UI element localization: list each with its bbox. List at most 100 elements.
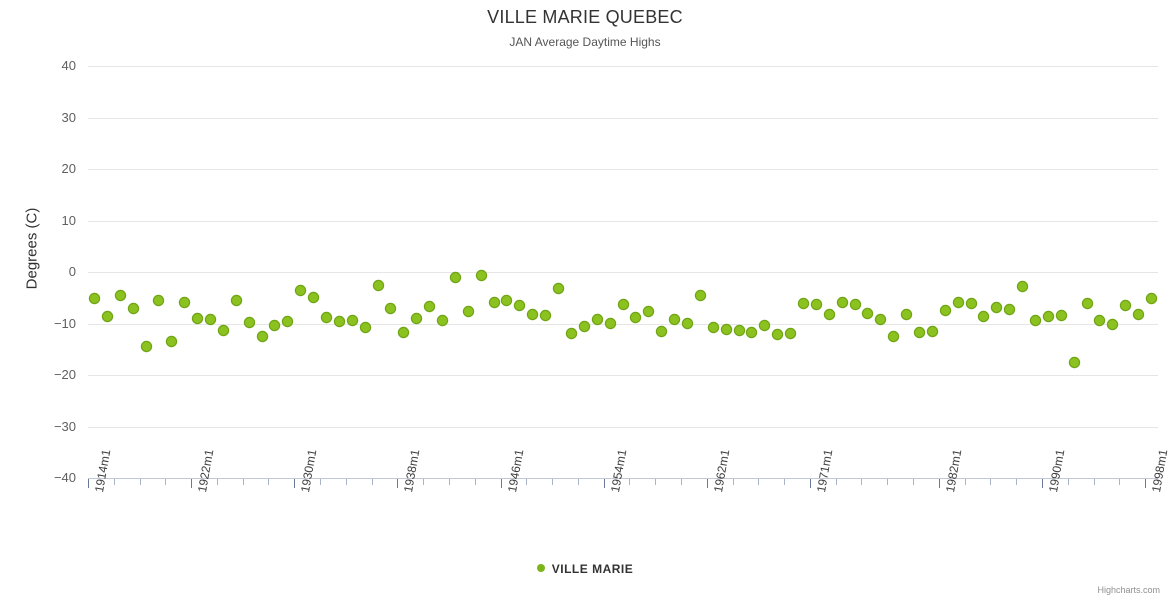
data-point[interactable] <box>425 302 435 311</box>
data-point[interactable] <box>231 295 241 305</box>
data-point[interactable] <box>193 313 203 323</box>
x-axis-minor-tick <box>113 479 115 485</box>
data-point[interactable] <box>386 303 396 313</box>
data-point[interactable] <box>115 291 125 301</box>
data-point[interactable] <box>670 314 680 324</box>
data-point[interactable] <box>592 315 602 325</box>
data-point[interactable] <box>747 327 757 337</box>
data-point[interactable] <box>257 332 267 342</box>
data-point[interactable] <box>296 286 306 296</box>
data-point[interactable] <box>927 327 937 337</box>
data-point[interactable] <box>373 280 383 290</box>
data-point[interactable] <box>450 273 460 283</box>
data-point[interactable] <box>1121 301 1131 311</box>
data-point[interactable] <box>309 293 319 303</box>
data-point[interactable] <box>760 321 770 331</box>
data-point[interactable] <box>1134 309 1144 319</box>
data-point[interactable] <box>824 310 834 320</box>
data-point[interactable] <box>966 299 976 309</box>
data-point[interactable] <box>283 317 293 327</box>
data-point[interactable] <box>631 313 641 323</box>
data-point[interactable] <box>438 315 448 325</box>
gridline <box>88 66 1158 67</box>
data-point[interactable] <box>644 307 654 317</box>
data-point[interactable] <box>1056 311 1066 321</box>
data-point[interactable] <box>128 303 138 313</box>
data-point[interactable] <box>773 329 783 339</box>
data-point[interactable] <box>334 317 344 327</box>
data-point[interactable] <box>682 319 692 328</box>
data-point[interactable] <box>992 303 1002 313</box>
data-point[interactable] <box>89 294 99 304</box>
data-point[interactable] <box>1147 294 1157 304</box>
legend-item-label: VILLE MARIE <box>551 562 634 576</box>
data-point[interactable] <box>850 299 860 309</box>
data-point[interactable] <box>1018 281 1028 291</box>
data-point[interactable] <box>902 310 912 320</box>
data-point[interactable] <box>167 337 177 347</box>
data-point[interactable] <box>554 284 564 294</box>
data-point[interactable] <box>205 314 215 324</box>
data-point[interactable] <box>1095 316 1105 326</box>
gridline <box>88 426 1158 428</box>
data-point[interactable] <box>1082 298 1092 308</box>
data-point[interactable] <box>360 323 370 333</box>
data-point[interactable] <box>1031 316 1041 326</box>
data-point[interactable] <box>915 327 924 337</box>
data-point[interactable] <box>863 308 873 318</box>
data-point[interactable] <box>270 320 280 330</box>
data-point[interactable] <box>708 323 718 333</box>
y-axis-tick-label: 0 <box>68 264 76 279</box>
data-point[interactable] <box>566 328 576 338</box>
data-point[interactable] <box>321 313 331 323</box>
data-point[interactable] <box>141 341 151 351</box>
x-axis-major-tick <box>88 479 89 488</box>
data-point[interactable] <box>579 322 589 332</box>
data-point[interactable] <box>1108 320 1118 330</box>
x-axis-minor-tick <box>268 479 270 485</box>
data-point[interactable] <box>102 311 112 321</box>
data-point[interactable] <box>798 298 808 308</box>
data-point[interactable] <box>541 310 551 320</box>
x-axis-minor-tick <box>887 479 889 485</box>
y-axis-tick-label: 30 <box>61 109 76 125</box>
data-point[interactable] <box>940 306 950 316</box>
data-point[interactable] <box>953 297 963 307</box>
data-point[interactable] <box>244 318 254 328</box>
data-point[interactable] <box>811 300 821 310</box>
data-point[interactable] <box>1069 357 1079 367</box>
data-point[interactable] <box>528 309 538 319</box>
data-point[interactable] <box>489 298 499 308</box>
data-point[interactable] <box>399 327 409 337</box>
data-point[interactable] <box>721 325 731 335</box>
x-axis-minor-tick <box>913 479 915 485</box>
data-point[interactable] <box>618 300 628 310</box>
data-point[interactable] <box>605 319 615 328</box>
data-point[interactable] <box>695 291 705 301</box>
data-point[interactable] <box>786 328 796 338</box>
data-point[interactable] <box>1043 311 1053 321</box>
data-point[interactable] <box>657 326 667 336</box>
data-point[interactable] <box>837 298 847 308</box>
data-point[interactable] <box>463 306 473 316</box>
data-point[interactable] <box>876 315 886 325</box>
x-axis-minor-tick <box>320 479 322 485</box>
legend-marker-icon <box>536 564 545 572</box>
x-axis-major-tick <box>938 479 940 488</box>
data-point[interactable] <box>218 326 228 336</box>
data-point[interactable] <box>412 313 422 323</box>
data-point[interactable] <box>347 316 357 326</box>
x-axis-minor-tick <box>861 479 863 485</box>
data-point[interactable] <box>1005 304 1015 314</box>
data-point[interactable] <box>154 296 164 306</box>
y-axis-tick-label: −30 <box>53 418 76 434</box>
data-point[interactable] <box>476 271 486 281</box>
data-point[interactable] <box>515 301 525 311</box>
data-point[interactable] <box>979 312 989 322</box>
data-point[interactable] <box>734 325 744 335</box>
data-point[interactable] <box>502 296 512 306</box>
legend-item-ville-marie[interactable]: VILLE MARIE <box>536 562 634 576</box>
y-axis-tick-label: 20 <box>61 161 76 176</box>
data-point[interactable] <box>180 297 190 307</box>
data-point[interactable] <box>889 331 899 341</box>
